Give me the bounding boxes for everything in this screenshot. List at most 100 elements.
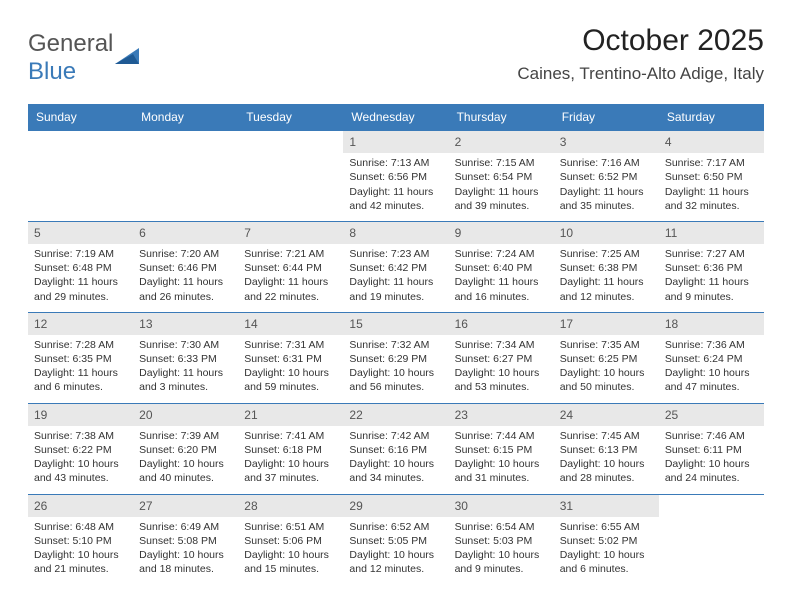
calendar-cell: 18Sunrise: 7:36 AMSunset: 6:24 PMDayligh… xyxy=(659,312,764,403)
triangle-icon xyxy=(115,46,141,71)
day-details: Sunrise: 7:13 AMSunset: 6:56 PMDaylight:… xyxy=(349,156,442,213)
day-number: 7 xyxy=(238,222,343,244)
day-number: 30 xyxy=(449,495,554,517)
day-details: Sunrise: 7:39 AMSunset: 6:20 PMDaylight:… xyxy=(139,429,232,486)
day-details: Sunrise: 7:23 AMSunset: 6:42 PMDaylight:… xyxy=(349,247,442,304)
day-header: Sunday xyxy=(28,104,133,131)
day-details: Sunrise: 6:55 AMSunset: 5:02 PMDaylight:… xyxy=(560,520,653,577)
calendar-cell: 5 Sunrise: 7:19 AMSunset: 6:48 PMDaylight… xyxy=(28,221,133,312)
day-details: Sunrise: 7:19 AMSunset: 6:48 PMDaylight:… xyxy=(34,247,127,304)
day-details: Sunrise: 7:42 AMSunset: 6:16 PMDaylight:… xyxy=(349,429,442,486)
calendar-cell: 25 Sunrise: 7:46 AMSunset: 6:11 PMDayligh… xyxy=(659,403,764,494)
calendar-cell xyxy=(133,131,238,222)
calendar-cell: 3 Sunrise: 7:16 AMSunset: 6:52 PMDaylight… xyxy=(554,131,659,222)
day-details: Sunrise: 7:17 AMSunset: 6:50 PMDaylight:… xyxy=(665,156,758,213)
calendar-cell xyxy=(659,494,764,584)
calendar-cell: 2Sunrise: 7:15 AMSunset: 6:54 PMDaylight… xyxy=(449,131,554,222)
calendar-cell: 26 Sunrise: 6:48 AMSunset: 5:10 PMDayligh… xyxy=(28,494,133,584)
day-details: Sunrise: 7:38 AMSunset: 6:22 PMDaylight:… xyxy=(34,429,127,486)
calendar-body: 1Sunrise: 7:13 AMSunset: 6:56 PMDaylight… xyxy=(28,131,764,585)
location: Caines, Trentino-Alto Adige, Italy xyxy=(517,64,764,84)
calendar-cell: 21 Sunrise: 7:41 AMSunset: 6:18 PMDayligh… xyxy=(238,403,343,494)
calendar-cell: 7Sunrise: 7:21 AMSunset: 6:44 PMDaylight… xyxy=(238,221,343,312)
day-header: Thursday xyxy=(449,104,554,131)
day-number: 13 xyxy=(133,313,238,335)
day-number: 25 xyxy=(659,404,764,426)
day-details: Sunrise: 7:31 AMSunset: 6:31 PMDaylight:… xyxy=(244,338,337,395)
day-details: Sunrise: 7:28 AMSunset: 6:35 PMDaylight:… xyxy=(34,338,127,395)
day-number: 26 xyxy=(28,495,133,517)
calendar-cell: 28 Sunrise: 6:51 AMSunset: 5:06 PMDayligh… xyxy=(238,494,343,584)
day-header: Friday xyxy=(554,104,659,131)
day-number: 29 xyxy=(343,495,448,517)
day-details: Sunrise: 7:30 AMSunset: 6:33 PMDaylight:… xyxy=(139,338,232,395)
day-details: Sunrise: 6:48 AMSunset: 5:10 PMDaylight:… xyxy=(34,520,127,577)
day-details: Sunrise: 7:27 AMSunset: 6:36 PMDaylight:… xyxy=(665,247,758,304)
day-header: Monday xyxy=(133,104,238,131)
calendar-cell: 6 Sunrise: 7:20 AMSunset: 6:46 PMDaylight… xyxy=(133,221,238,312)
day-details: Sunrise: 7:46 AMSunset: 6:11 PMDaylight:… xyxy=(665,429,758,486)
day-number: 23 xyxy=(449,404,554,426)
day-number: 17 xyxy=(554,313,659,335)
calendar-week-row: 1Sunrise: 7:13 AMSunset: 6:56 PMDaylight… xyxy=(28,131,764,222)
calendar-cell: 31 Sunrise: 6:55 AMSunset: 5:02 PMDayligh… xyxy=(554,494,659,584)
day-number: 12 xyxy=(28,313,133,335)
day-details: Sunrise: 7:36 AMSunset: 6:24 PMDaylight:… xyxy=(665,338,758,395)
calendar-week-row: 12 Sunrise: 7:28 AMSunset: 6:35 PMDayligh… xyxy=(28,312,764,403)
day-details: Sunrise: 7:41 AMSunset: 6:18 PMDaylight:… xyxy=(244,429,337,486)
calendar-cell: 16Sunrise: 7:34 AMSunset: 6:27 PMDayligh… xyxy=(449,312,554,403)
calendar-cell: 9 Sunrise: 7:24 AMSunset: 6:40 PMDaylight… xyxy=(449,221,554,312)
calendar-cell: 22 Sunrise: 7:42 AMSunset: 6:16 PMDayligh… xyxy=(343,403,448,494)
logo: General Blue xyxy=(28,30,141,86)
day-header: Saturday xyxy=(659,104,764,131)
header: General Blue October 2025 Caines, Trenti… xyxy=(28,24,764,86)
calendar-cell: 27 Sunrise: 6:49 AMSunset: 5:08 PMDayligh… xyxy=(133,494,238,584)
calendar-cell: 20 Sunrise: 7:39 AMSunset: 6:20 PMDayligh… xyxy=(133,403,238,494)
day-number: 6 xyxy=(133,222,238,244)
day-number: 5 xyxy=(28,222,133,244)
day-number: 20 xyxy=(133,404,238,426)
calendar-cell: 24Sunrise: 7:45 AMSunset: 6:13 PMDayligh… xyxy=(554,403,659,494)
day-number: 16 xyxy=(449,313,554,335)
day-number: 11 xyxy=(659,222,764,244)
day-number: 22 xyxy=(343,404,448,426)
day-header: Wednesday xyxy=(343,104,448,131)
day-header: Tuesday xyxy=(238,104,343,131)
calendar-cell: 11 Sunrise: 7:27 AMSunset: 6:36 PMDayligh… xyxy=(659,221,764,312)
calendar-cell: 17 Sunrise: 7:35 AMSunset: 6:25 PMDayligh… xyxy=(554,312,659,403)
day-details: Sunrise: 7:44 AMSunset: 6:15 PMDaylight:… xyxy=(455,429,548,486)
day-number: 21 xyxy=(238,404,343,426)
day-number: 3 xyxy=(554,131,659,153)
day-details: Sunrise: 6:49 AMSunset: 5:08 PMDaylight:… xyxy=(139,520,232,577)
calendar-cell: 15Sunrise: 7:32 AMSunset: 6:29 PMDayligh… xyxy=(343,312,448,403)
calendar-week-row: 19 Sunrise: 7:38 AMSunset: 6:22 PMDayligh… xyxy=(28,403,764,494)
day-details: Sunrise: 7:16 AMSunset: 6:52 PMDaylight:… xyxy=(560,156,653,213)
day-details: Sunrise: 7:25 AMSunset: 6:38 PMDaylight:… xyxy=(560,247,653,304)
day-number: 31 xyxy=(554,495,659,517)
calendar-cell: 4 Sunrise: 7:17 AMSunset: 6:50 PMDaylight… xyxy=(659,131,764,222)
logo-text: General Blue xyxy=(28,30,113,86)
calendar-cell: 13 Sunrise: 7:30 AMSunset: 6:33 PMDayligh… xyxy=(133,312,238,403)
calendar-cell: 30 Sunrise: 6:54 AMSunset: 5:03 PMDayligh… xyxy=(449,494,554,584)
day-number: 19 xyxy=(28,404,133,426)
day-details: Sunrise: 6:54 AMSunset: 5:03 PMDaylight:… xyxy=(455,520,548,577)
calendar-header-row: Sunday Monday Tuesday Wednesday Thursday… xyxy=(28,104,764,131)
logo-text-general: General xyxy=(28,30,113,57)
calendar-cell: 8Sunrise: 7:23 AMSunset: 6:42 PMDaylight… xyxy=(343,221,448,312)
title-block: October 2025 Caines, Trentino-Alto Adige… xyxy=(517,24,764,84)
logo-text-blue: Blue xyxy=(28,58,76,85)
day-number: 28 xyxy=(238,495,343,517)
day-details: Sunrise: 6:51 AMSunset: 5:06 PMDaylight:… xyxy=(244,520,337,577)
day-number: 27 xyxy=(133,495,238,517)
day-number: 9 xyxy=(449,222,554,244)
day-number: 2 xyxy=(449,131,554,153)
calendar-cell xyxy=(28,131,133,222)
day-number: 4 xyxy=(659,131,764,153)
calendar-cell: 23 Sunrise: 7:44 AMSunset: 6:15 PMDayligh… xyxy=(449,403,554,494)
day-details: Sunrise: 7:24 AMSunset: 6:40 PMDaylight:… xyxy=(455,247,548,304)
day-number: 15 xyxy=(343,313,448,335)
calendar-cell: 29Sunrise: 6:52 AMSunset: 5:05 PMDayligh… xyxy=(343,494,448,584)
calendar-cell: 14Sunrise: 7:31 AMSunset: 6:31 PMDayligh… xyxy=(238,312,343,403)
day-details: Sunrise: 7:35 AMSunset: 6:25 PMDaylight:… xyxy=(560,338,653,395)
day-details: Sunrise: 7:20 AMSunset: 6:46 PMDaylight:… xyxy=(139,247,232,304)
